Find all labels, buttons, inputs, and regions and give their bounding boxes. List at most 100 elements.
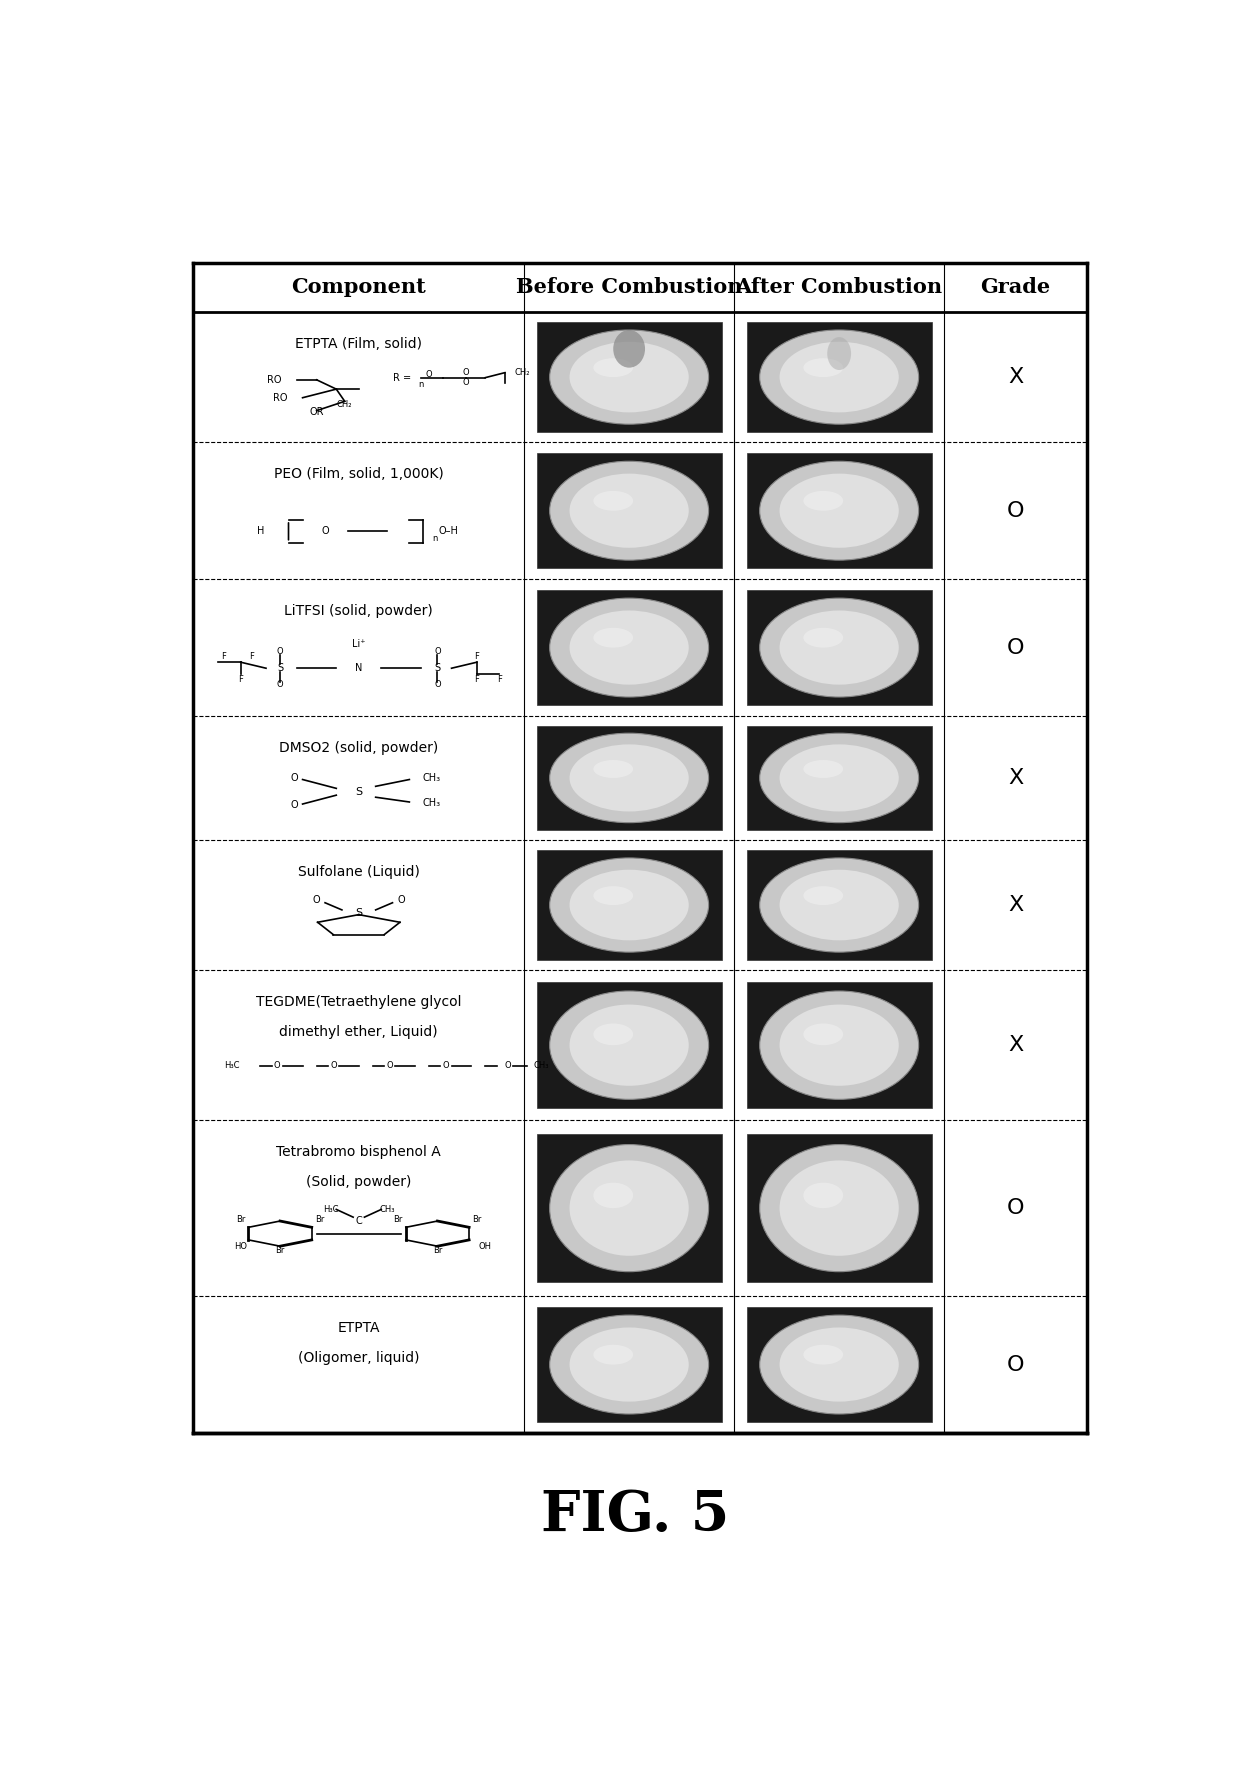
Text: S: S: [277, 663, 283, 674]
Text: Br: Br: [275, 1246, 285, 1255]
Text: LiTFSI (solid, powder): LiTFSI (solid, powder): [284, 604, 433, 619]
Ellipse shape: [549, 461, 708, 560]
Ellipse shape: [569, 474, 688, 547]
Ellipse shape: [760, 331, 919, 424]
Text: CH₂: CH₂: [337, 401, 352, 409]
Text: N: N: [355, 663, 362, 674]
Text: F: F: [497, 676, 502, 685]
Text: O: O: [277, 679, 284, 690]
Ellipse shape: [804, 358, 843, 377]
Ellipse shape: [760, 858, 919, 953]
Bar: [537, 1307, 722, 1421]
Text: Br: Br: [433, 1246, 443, 1255]
Ellipse shape: [549, 733, 708, 822]
Text: O: O: [434, 679, 440, 690]
Text: CH₂: CH₂: [515, 368, 529, 377]
Ellipse shape: [594, 1182, 634, 1209]
Bar: [537, 322, 722, 433]
Bar: [537, 851, 722, 960]
Ellipse shape: [780, 1160, 899, 1255]
Text: H: H: [257, 526, 264, 536]
Ellipse shape: [780, 869, 899, 940]
Bar: [537, 982, 722, 1109]
Ellipse shape: [569, 1160, 688, 1255]
Text: O: O: [387, 1062, 393, 1071]
Ellipse shape: [594, 492, 634, 511]
Text: F: F: [475, 653, 480, 662]
Text: CH₃: CH₃: [423, 772, 441, 783]
Text: S: S: [355, 908, 362, 919]
Ellipse shape: [804, 1345, 843, 1364]
Text: O: O: [1007, 638, 1024, 658]
Ellipse shape: [614, 331, 645, 368]
Ellipse shape: [760, 599, 919, 697]
Ellipse shape: [569, 610, 688, 685]
Ellipse shape: [760, 1316, 919, 1414]
Ellipse shape: [569, 744, 688, 812]
Text: Component: Component: [291, 277, 427, 297]
Ellipse shape: [569, 869, 688, 940]
Ellipse shape: [594, 1345, 634, 1364]
Text: S: S: [355, 787, 362, 797]
Text: (Solid, powder): (Solid, powder): [306, 1175, 412, 1189]
Ellipse shape: [827, 338, 851, 370]
Bar: [746, 1134, 931, 1282]
Ellipse shape: [569, 1005, 688, 1085]
Text: X: X: [1008, 367, 1023, 386]
Text: RO: RO: [273, 393, 288, 402]
Text: O: O: [434, 647, 440, 656]
Ellipse shape: [594, 1023, 634, 1046]
Ellipse shape: [780, 474, 899, 547]
Text: O: O: [1007, 1355, 1024, 1375]
Text: OH: OH: [479, 1241, 492, 1250]
Ellipse shape: [569, 1327, 688, 1402]
Text: ETPTA (Film, solid): ETPTA (Film, solid): [295, 336, 423, 350]
Ellipse shape: [594, 628, 634, 647]
Ellipse shape: [594, 358, 634, 377]
Text: (Oligomer, liquid): (Oligomer, liquid): [298, 1352, 419, 1366]
Text: CH₃: CH₃: [379, 1205, 394, 1214]
Text: DMSO2 (solid, powder): DMSO2 (solid, powder): [279, 740, 439, 755]
Text: PEO (Film, solid, 1,000K): PEO (Film, solid, 1,000K): [274, 467, 444, 481]
Bar: [537, 1134, 722, 1282]
Ellipse shape: [804, 887, 843, 905]
Ellipse shape: [804, 1182, 843, 1209]
Text: Before Combustion: Before Combustion: [516, 277, 743, 297]
Bar: [746, 322, 931, 433]
Text: O: O: [1007, 1198, 1024, 1218]
Text: dimethyl ether, Liquid): dimethyl ether, Liquid): [279, 1025, 438, 1039]
Text: O: O: [397, 894, 404, 905]
Bar: [537, 452, 722, 569]
Text: ETPTA: ETPTA: [337, 1321, 379, 1336]
Text: n: n: [418, 381, 423, 390]
Ellipse shape: [594, 887, 634, 905]
Text: F: F: [249, 653, 254, 662]
Text: X: X: [1008, 767, 1023, 789]
Ellipse shape: [780, 1327, 899, 1402]
Text: O: O: [443, 1062, 449, 1071]
Text: O–H: O–H: [439, 526, 459, 536]
Ellipse shape: [760, 733, 919, 822]
Text: Sulfolane (Liquid): Sulfolane (Liquid): [298, 865, 419, 878]
Ellipse shape: [760, 461, 919, 560]
Bar: [746, 726, 931, 830]
Text: CH₃: CH₃: [423, 799, 441, 808]
Text: Br: Br: [472, 1214, 481, 1223]
Ellipse shape: [760, 991, 919, 1100]
Text: TEGDME(Tetraethylene glycol: TEGDME(Tetraethylene glycol: [255, 994, 461, 1008]
Text: X: X: [1008, 896, 1023, 915]
Text: Br: Br: [236, 1214, 246, 1223]
Text: R =: R =: [393, 372, 410, 383]
Ellipse shape: [549, 1144, 708, 1271]
Ellipse shape: [804, 760, 843, 778]
Text: H₃C: H₃C: [322, 1205, 339, 1214]
Text: Br: Br: [393, 1214, 403, 1223]
Ellipse shape: [780, 744, 899, 812]
Ellipse shape: [549, 599, 708, 697]
Text: Tetrabromo bisphenol A: Tetrabromo bisphenol A: [277, 1144, 441, 1159]
Text: O: O: [330, 1062, 337, 1071]
Text: O: O: [425, 370, 433, 379]
Text: C: C: [356, 1216, 362, 1227]
Ellipse shape: [804, 628, 843, 647]
Ellipse shape: [804, 492, 843, 511]
